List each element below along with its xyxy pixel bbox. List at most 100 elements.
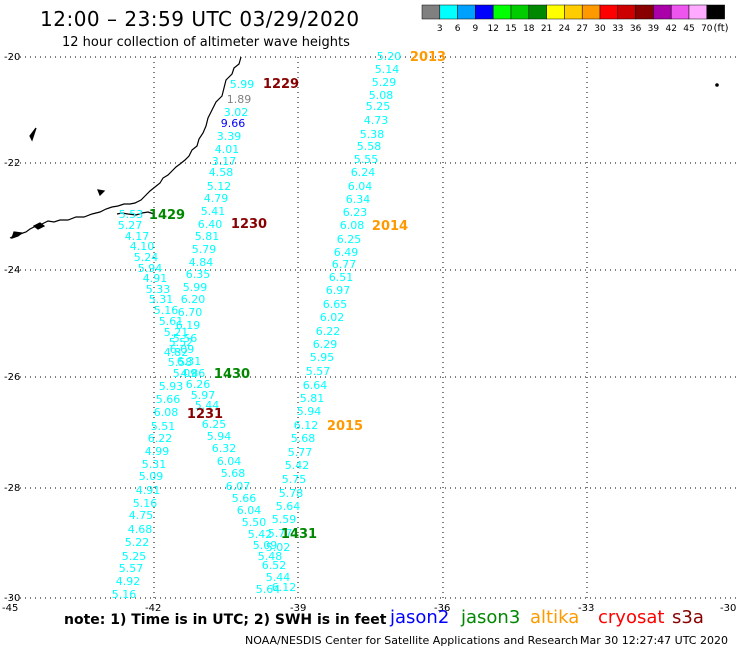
wave-height-value: 5.14 (375, 63, 400, 76)
mission-label-cryosat: cryosat (598, 607, 665, 628)
wave-height-value: 5.16 (154, 304, 179, 317)
generated-timestamp: Mar 30 12:27:47 UTC 2020 (580, 634, 728, 647)
wave-height-value: 6.09 (170, 343, 195, 356)
map-title: 12:00 – 23:59 UTC 03/29/2020 (40, 7, 360, 31)
wave-height-value: 6.51 (329, 271, 354, 284)
wave-height-value: 6.22 (316, 325, 341, 338)
legend-swatch (475, 4, 494, 20)
pass-time-label: 1231 (187, 407, 223, 422)
wave-height-value: 5.61 (159, 315, 184, 328)
mission-label-altika: altika (530, 607, 580, 628)
wave-height-value: 6.34 (346, 193, 371, 206)
wave-height-value: 5.94 (138, 262, 163, 275)
graticule (10, 56, 738, 599)
wave-height-value: 6.23 (343, 206, 368, 219)
mission-label-jason2: jason2 (390, 607, 450, 628)
legend-color-bar (421, 4, 725, 20)
wave-height-value: 1.89 (227, 93, 252, 106)
wave-height-value: 5.56 (173, 332, 198, 345)
lat-label: -20 (4, 52, 20, 63)
lat-label: -24 (4, 265, 20, 276)
wave-height-value: 5.64 (276, 500, 301, 513)
wave-height-value: 6.12 (294, 419, 319, 432)
island-dot (715, 83, 719, 87)
pass-time-label: 1431 (281, 527, 317, 542)
wave-height-value: 5.99 (183, 281, 208, 294)
wave-height-value: 5.93 (159, 380, 184, 393)
legend-unit-label: (ft) (713, 23, 728, 34)
wave-height-value: 3.02 (224, 106, 249, 119)
wave-height-value: 5.02 (266, 541, 291, 554)
legend-tick-label: 42 (665, 24, 676, 34)
wave-height-value: 5.42 (285, 459, 310, 472)
wave-height-value: 6.29 (313, 338, 338, 351)
wave-height-value: 4.86 (181, 367, 206, 380)
wave-height-value: 6.02 (320, 311, 345, 324)
legend-swatch (635, 4, 654, 20)
lat-label: -30 (4, 593, 20, 604)
wave-height-value: 6.32 (212, 442, 237, 455)
pass-time-label: 1430 (214, 367, 250, 382)
pass-time-label: 1429 (149, 208, 185, 223)
wave-height-value: 5.81 (300, 392, 325, 405)
wave-height-value: 4.91 (136, 484, 161, 497)
wave-height-value: 4.10 (130, 240, 155, 253)
wave-height-value: 6.22 (148, 432, 173, 445)
legend-swatch (457, 4, 476, 20)
wave-height-value: 5.59 (272, 513, 297, 526)
map-subtitle: 12 hour collection of altimeter wave hei… (62, 35, 350, 50)
wave-height-value: 4.84 (189, 256, 214, 269)
wave-height-value: 4.92 (116, 575, 141, 588)
wave-height-value: 6.08 (154, 406, 179, 419)
wave-height-value: 5.16 (112, 588, 137, 601)
wave-height-value: 5.27 (118, 219, 143, 232)
wave-height-value: 5.25 (366, 100, 391, 113)
legend-tick-label: 30 (594, 24, 606, 34)
wave-height-value: 4.75 (129, 509, 154, 522)
wave-height-value: 5.44 (266, 571, 291, 584)
wave-height-value: 6.26 (186, 378, 211, 391)
wave-height-value: 5.44 (195, 399, 220, 412)
wave-height-value: 4.82 (164, 346, 189, 359)
wave-height-value: 6.04 (217, 455, 242, 468)
legend-tick-label: 9 (473, 24, 479, 34)
wave-height-values: 5.205.145.295.085.254.735.385.585.556.24… (112, 50, 402, 601)
legend-tick-label: 27 (576, 24, 587, 34)
wave-height-value: 5.38 (360, 128, 385, 141)
lon-label: -42 (145, 603, 161, 614)
wave-height-value: 5.57 (306, 365, 331, 378)
lat-label: -22 (4, 158, 20, 169)
wave-height-value: 4.99 (145, 445, 170, 458)
wave-height-value: 5.41 (201, 205, 226, 218)
wave-height-value: 5.99 (230, 78, 255, 91)
wave-height-value: 6.04 (348, 180, 373, 193)
wave-height-value: 5.55 (354, 153, 379, 166)
legend-swatch (421, 4, 441, 20)
legend-swatch (492, 4, 512, 20)
lon-label: -39 (290, 603, 306, 614)
wave-height-value: 4.58 (209, 166, 234, 179)
wave-height-value: 6.65 (323, 298, 348, 311)
wave-height-value: 5.53 (119, 208, 144, 221)
legend-tick-label: 36 (630, 24, 642, 34)
pass-time-label: 2013 (410, 50, 446, 65)
wave-height-value: 6.49 (334, 246, 359, 259)
mission-label-jason3: jason3 (461, 607, 521, 628)
wave-height-value: 5.77 (268, 527, 293, 540)
wave-height-value: 5.75 (282, 473, 307, 486)
wave-height-value: 5.79 (192, 243, 217, 256)
wave-height-value: 5.12 (207, 180, 232, 193)
legend-tick-label: 39 (648, 24, 660, 34)
legend-swatch (617, 4, 636, 20)
wave-height-value: 5.20 (377, 50, 402, 63)
wave-height-value: 5.52 (169, 336, 194, 349)
island-outline (29, 127, 37, 142)
wave-height-value: 5.09 (173, 367, 198, 380)
wave-height-value: 5.29 (372, 76, 397, 89)
pass-time-label: 2014 (372, 219, 408, 234)
wave-height-value: 4.17 (125, 230, 150, 243)
wave-height-value: 5.09 (253, 539, 278, 552)
legend-tick-label: 33 (612, 24, 623, 34)
coastline (9, 56, 242, 239)
